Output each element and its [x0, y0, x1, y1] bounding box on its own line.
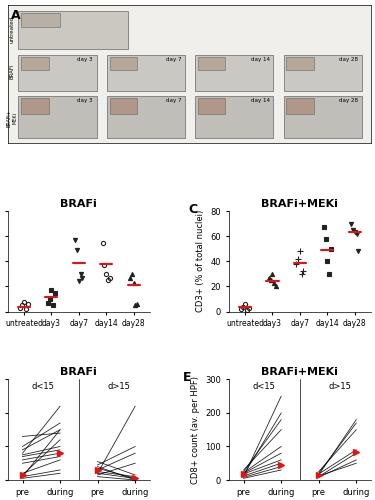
Text: BRAFi+
MEKi: BRAFi+ MEKi	[6, 110, 17, 127]
Title: BRAFi: BRAFi	[60, 368, 97, 378]
FancyBboxPatch shape	[286, 98, 314, 114]
Text: day 28: day 28	[339, 57, 358, 62]
Text: day 7: day 7	[166, 98, 182, 103]
FancyBboxPatch shape	[18, 10, 128, 49]
FancyBboxPatch shape	[110, 98, 137, 114]
Text: E: E	[183, 372, 192, 384]
FancyBboxPatch shape	[21, 98, 49, 114]
FancyBboxPatch shape	[18, 55, 97, 90]
Text: untreated: untreated	[9, 16, 14, 44]
FancyBboxPatch shape	[18, 96, 97, 138]
Title: BRAFi+MEKi: BRAFi+MEKi	[261, 368, 338, 378]
FancyBboxPatch shape	[21, 57, 49, 70]
Text: day 3: day 3	[78, 57, 93, 62]
FancyBboxPatch shape	[286, 57, 314, 70]
Text: C: C	[189, 203, 198, 216]
Y-axis label: CD8+ count (av. per HPF): CD8+ count (av. per HPF)	[190, 376, 200, 484]
FancyBboxPatch shape	[195, 55, 273, 90]
FancyBboxPatch shape	[284, 96, 362, 138]
Text: day 14: day 14	[251, 57, 270, 62]
FancyBboxPatch shape	[284, 55, 362, 90]
Text: day 28: day 28	[339, 98, 358, 103]
FancyBboxPatch shape	[110, 57, 137, 70]
FancyBboxPatch shape	[198, 57, 225, 70]
Y-axis label: CD3+ (% of total nuclei): CD3+ (% of total nuclei)	[196, 210, 205, 312]
Text: day 3: day 3	[78, 98, 93, 103]
FancyBboxPatch shape	[195, 96, 273, 138]
FancyBboxPatch shape	[21, 12, 60, 28]
Text: day 14: day 14	[251, 98, 270, 103]
FancyBboxPatch shape	[107, 96, 185, 138]
Title: BRAFi+MEKi: BRAFi+MEKi	[261, 199, 338, 209]
Text: d<15: d<15	[253, 382, 276, 392]
Text: A: A	[11, 9, 21, 22]
Text: BRAFi: BRAFi	[9, 64, 14, 79]
FancyBboxPatch shape	[107, 55, 185, 90]
Text: d<15: d<15	[32, 382, 55, 392]
Title: BRAFi: BRAFi	[60, 199, 97, 209]
Text: day 7: day 7	[166, 57, 182, 62]
FancyBboxPatch shape	[198, 98, 225, 114]
Text: d>15: d>15	[328, 382, 351, 392]
Text: d>15: d>15	[107, 382, 130, 392]
